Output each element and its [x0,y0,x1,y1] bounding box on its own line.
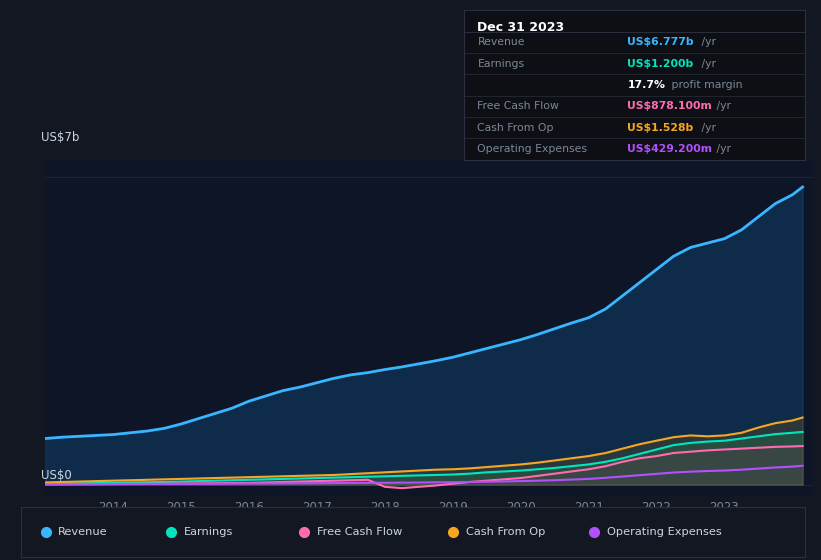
Text: US$878.100m: US$878.100m [627,101,712,111]
Text: Earnings: Earnings [184,527,233,537]
Text: US$6.777b: US$6.777b [627,38,694,48]
Text: Cash From Op: Cash From Op [466,527,545,537]
Text: /yr: /yr [713,144,732,154]
Text: US$7b: US$7b [41,132,80,144]
Text: US$1.528b: US$1.528b [627,123,694,133]
Text: US$0: US$0 [41,469,72,482]
Text: /yr: /yr [699,123,716,133]
Text: /yr: /yr [699,59,716,69]
Text: /yr: /yr [713,101,732,111]
Text: 17.7%: 17.7% [627,80,665,90]
Text: Free Cash Flow: Free Cash Flow [478,101,559,111]
Text: Operating Expenses: Operating Expenses [607,527,722,537]
Text: Revenue: Revenue [58,527,108,537]
Text: Dec 31 2023: Dec 31 2023 [478,21,565,34]
Text: Revenue: Revenue [478,38,525,48]
Text: Free Cash Flow: Free Cash Flow [317,527,402,537]
Text: US$429.200m: US$429.200m [627,144,713,154]
Text: US$1.200b: US$1.200b [627,59,694,69]
Text: Earnings: Earnings [478,59,525,69]
Text: Operating Expenses: Operating Expenses [478,144,588,154]
Text: /yr: /yr [699,38,716,48]
Text: Cash From Op: Cash From Op [478,123,554,133]
Text: profit margin: profit margin [668,80,743,90]
